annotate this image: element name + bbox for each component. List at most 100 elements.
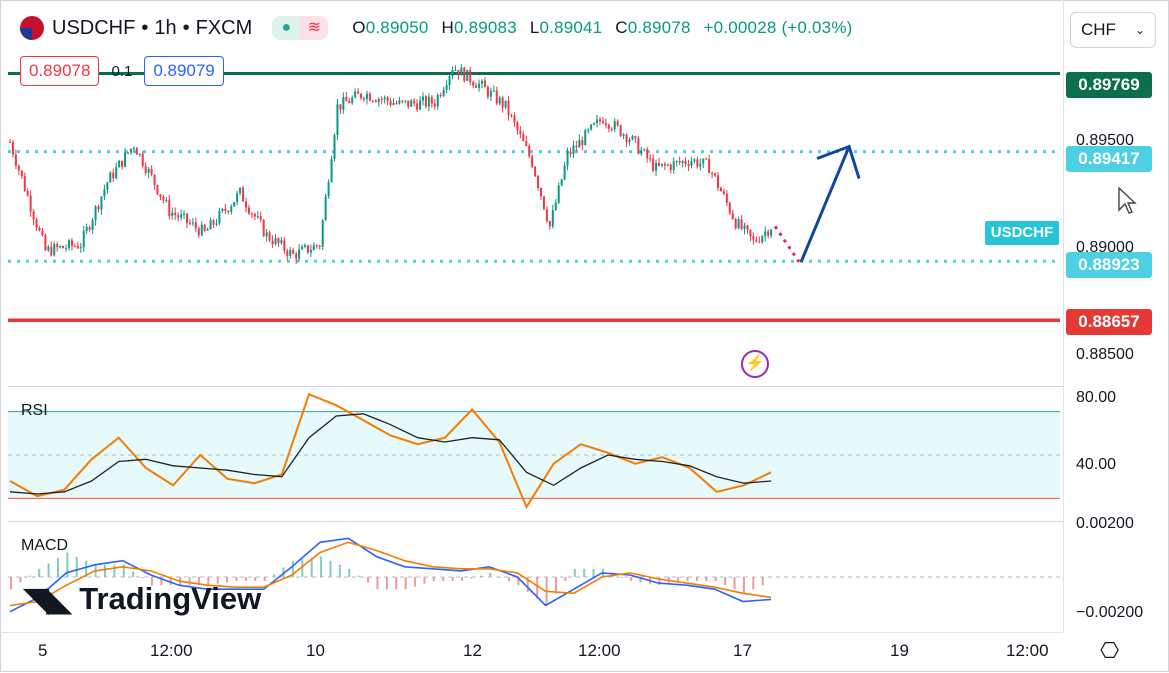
candle-body bbox=[619, 125, 622, 137]
macd-title[interactable]: MACD bbox=[21, 537, 69, 554]
macd-histogram-bar bbox=[564, 577, 567, 582]
candle-body bbox=[345, 97, 348, 102]
candle-body bbox=[277, 238, 280, 244]
candle-body bbox=[106, 182, 109, 190]
candle-body bbox=[171, 212, 174, 216]
candle-body bbox=[159, 194, 162, 197]
macd-histogram-bar bbox=[733, 577, 736, 590]
candle-body bbox=[41, 230, 44, 236]
macd-histogram-bar bbox=[592, 568, 595, 577]
macd-histogram-bar bbox=[132, 571, 135, 577]
timeframe[interactable]: 1h bbox=[154, 16, 177, 39]
candle-body bbox=[262, 219, 265, 237]
candle-body bbox=[186, 213, 188, 223]
candle-body bbox=[357, 91, 360, 94]
macd-histogram-bar bbox=[85, 560, 88, 577]
candle-body bbox=[94, 206, 97, 221]
candle-body bbox=[424, 96, 427, 107]
macd-histogram-bar bbox=[28, 575, 31, 577]
usd-chf-flag-icon bbox=[20, 16, 44, 40]
candle-body bbox=[115, 167, 118, 179]
gear-icon[interactable]: ⎔ bbox=[1100, 638, 1120, 663]
candle-body bbox=[377, 99, 380, 103]
candle-body bbox=[702, 158, 705, 164]
candle-body bbox=[439, 95, 442, 97]
macd-histogram-bar bbox=[724, 577, 727, 586]
candle-body bbox=[460, 67, 463, 76]
candle-body bbox=[73, 245, 76, 247]
pane-separator-macd[interactable] bbox=[8, 521, 1063, 522]
time-tick: 17 bbox=[733, 641, 752, 660]
rsi-ma-line bbox=[9, 413, 772, 495]
candle-body bbox=[699, 163, 702, 167]
candle-body bbox=[283, 240, 286, 251]
time-axis[interactable] bbox=[0, 632, 1063, 673]
symbol-name[interactable]: USDCHF bbox=[52, 16, 136, 39]
macd-histogram-bar bbox=[752, 577, 755, 590]
candle-body bbox=[242, 187, 245, 202]
candle-body bbox=[740, 219, 743, 229]
pane-separator-rsi[interactable] bbox=[8, 386, 1063, 387]
macd-histogram-bar bbox=[461, 577, 464, 582]
candle-body bbox=[678, 160, 681, 163]
candle-body bbox=[599, 119, 601, 122]
candle-body bbox=[324, 196, 327, 221]
candle-body bbox=[607, 124, 610, 129]
candle-body bbox=[687, 164, 690, 166]
candle-body bbox=[492, 90, 495, 92]
macd-histogram-bar bbox=[517, 577, 520, 586]
time-tick: 12:00 bbox=[1006, 641, 1049, 660]
candle-body bbox=[374, 100, 377, 103]
trade-buttons: 0.89078 0.1 0.89079 bbox=[20, 56, 224, 86]
candle-body bbox=[717, 175, 719, 188]
macd-histogram-bar bbox=[160, 577, 163, 586]
macd-histogram-bar bbox=[714, 577, 717, 582]
buy-button[interactable]: 0.89079 bbox=[144, 56, 224, 86]
candle-body bbox=[309, 249, 312, 253]
candle-body bbox=[212, 220, 215, 225]
candle-body bbox=[215, 223, 218, 225]
close-value: 0.89078 bbox=[627, 18, 691, 37]
candle-body bbox=[121, 160, 124, 167]
rsi-title[interactable]: RSI bbox=[21, 402, 48, 419]
candle-body bbox=[109, 172, 112, 183]
price-axis[interactable] bbox=[1063, 0, 1169, 632]
macd-histogram-bar bbox=[451, 577, 454, 582]
candle-body bbox=[513, 115, 516, 123]
candle-body bbox=[737, 219, 740, 229]
macd-histogram-bar bbox=[348, 568, 351, 577]
candle-body bbox=[666, 164, 669, 166]
candle-body bbox=[548, 221, 551, 227]
macd-histogram-bar bbox=[376, 577, 379, 590]
candle-body bbox=[643, 149, 646, 151]
candle-body bbox=[560, 179, 563, 186]
candle-body bbox=[554, 202, 557, 211]
candle-body bbox=[233, 202, 236, 207]
candle-body bbox=[168, 199, 171, 216]
candle-body bbox=[569, 151, 572, 155]
candle-body bbox=[38, 227, 41, 231]
candle-body bbox=[112, 172, 115, 179]
market-status-pill[interactable]: ● ≋ bbox=[272, 16, 329, 40]
macd-histogram-bar bbox=[479, 575, 482, 577]
macd-histogram-bar bbox=[122, 564, 125, 577]
candle-body bbox=[292, 249, 295, 254]
candle-body bbox=[206, 229, 209, 231]
candle-body bbox=[669, 164, 672, 170]
candle-body bbox=[318, 245, 321, 247]
candle-body bbox=[752, 236, 755, 240]
candle-body bbox=[593, 123, 596, 125]
candle-body bbox=[542, 196, 545, 210]
macd-histogram-bar bbox=[188, 577, 191, 586]
candle-body bbox=[551, 210, 554, 227]
candle-body bbox=[734, 219, 737, 229]
candle-body bbox=[354, 91, 357, 98]
flash-icon[interactable]: ⚡ bbox=[741, 350, 769, 378]
candle-body bbox=[419, 100, 422, 110]
sell-button[interactable]: 0.89078 bbox=[20, 56, 100, 86]
candle-body bbox=[416, 103, 419, 110]
macd-histogram-bar bbox=[620, 577, 623, 578]
macd-histogram-bar bbox=[263, 577, 266, 582]
currency-select[interactable]: CHF ⌄ bbox=[1070, 12, 1156, 48]
